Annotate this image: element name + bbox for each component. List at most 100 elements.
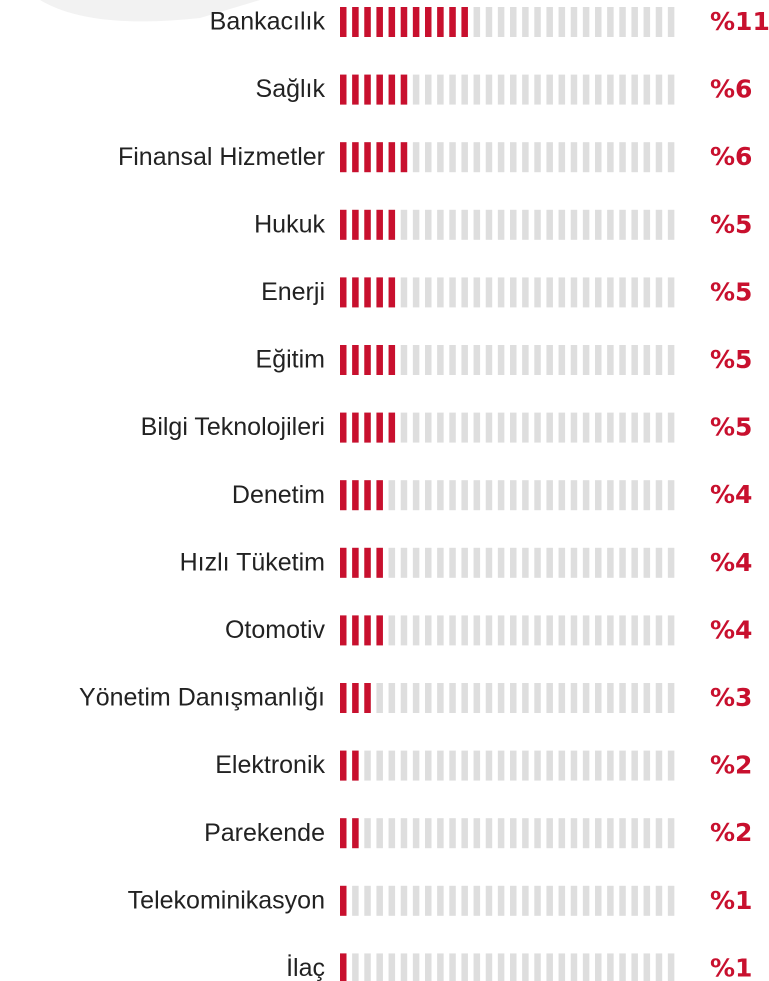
bar-track (340, 547, 675, 578)
track-segment (425, 750, 432, 781)
track-segment (570, 345, 578, 375)
track-segment (667, 615, 675, 646)
track-segment (534, 412, 541, 443)
track-segment (558, 74, 566, 105)
track-segment (510, 74, 517, 105)
bar-segment (340, 818, 347, 849)
track-segment (631, 412, 638, 443)
track-segment (619, 480, 626, 511)
track-segment (510, 547, 517, 578)
track-segment (546, 412, 553, 443)
bar-segment (364, 142, 371, 173)
track-segment (607, 683, 614, 713)
track-segment (667, 750, 675, 781)
bar-segment (461, 7, 468, 37)
value-label: %4 (710, 548, 752, 577)
track-segment (412, 750, 420, 781)
track-segment (473, 7, 481, 37)
bar-segment (376, 74, 383, 105)
track-segment (473, 142, 481, 173)
track-segment (449, 277, 456, 308)
track-segment (558, 480, 566, 511)
track-segment (619, 547, 626, 578)
bar (340, 547, 383, 578)
track-segment (461, 615, 468, 646)
category-label: Otomotiv (225, 616, 326, 644)
track-segment (582, 345, 590, 375)
track-segment (643, 953, 651, 981)
track-segment (643, 480, 651, 511)
bar-track (340, 615, 675, 646)
track-segment (619, 7, 626, 37)
value-label: %1 (710, 886, 752, 915)
decoration (40, 0, 260, 22)
track-segment (437, 547, 444, 578)
track-segment (655, 750, 663, 781)
track-segment (485, 142, 493, 173)
track-segment (534, 142, 541, 173)
track-segment (643, 750, 651, 781)
track-segment (619, 412, 626, 443)
track-segment (546, 74, 553, 105)
track-segment (582, 547, 590, 578)
track-segment (437, 412, 444, 443)
track-segment (522, 7, 529, 37)
track-segment (473, 818, 481, 849)
track-segment (497, 953, 505, 981)
track-segment (412, 683, 420, 713)
track-segment (522, 818, 529, 849)
track-segment (497, 683, 505, 713)
track-segment (595, 74, 602, 105)
track-segment (534, 74, 541, 105)
track-segment (412, 412, 420, 443)
track-segment (667, 547, 675, 578)
track-segment (461, 142, 468, 173)
track-segment (497, 74, 505, 105)
category-label: Yönetim Danışmanlığı (79, 684, 325, 712)
track-segment (437, 142, 444, 173)
bar-segment (376, 345, 383, 375)
track-segment (570, 547, 578, 578)
track-segment (631, 345, 638, 375)
track-segment (510, 7, 517, 37)
track-segment (582, 209, 590, 240)
track-segment (461, 885, 468, 916)
bar-segment (388, 74, 396, 105)
track-segment (595, 412, 602, 443)
track-segment (510, 750, 517, 781)
track-segment (425, 615, 432, 646)
track-segment (425, 683, 432, 713)
track-segment (352, 885, 359, 916)
track-segment (570, 480, 578, 511)
track-segment (473, 74, 481, 105)
track-segment (595, 480, 602, 511)
track-segment (643, 547, 651, 578)
category-label: İlaç (286, 953, 325, 981)
bar-segment (352, 683, 359, 713)
track-segment (667, 7, 675, 37)
track-segment (473, 885, 481, 916)
bar-segment (352, 480, 359, 511)
track-segment (631, 750, 638, 781)
track-segment (400, 547, 408, 578)
track-segment (449, 547, 456, 578)
bar (340, 7, 468, 37)
bar (340, 345, 396, 375)
bar-segment (352, 345, 359, 375)
track-segment (595, 885, 602, 916)
bar-segment (376, 142, 383, 173)
track-segment (437, 818, 444, 849)
track-segment (473, 480, 481, 511)
bar-segment (376, 209, 383, 240)
track-segment (667, 885, 675, 916)
track-segment (655, 818, 663, 849)
bar (340, 615, 383, 646)
value-label: %5 (710, 413, 752, 442)
bar (340, 277, 396, 308)
track-segment (667, 277, 675, 308)
track-segment (473, 750, 481, 781)
track-segment (595, 345, 602, 375)
bar-segment (364, 345, 371, 375)
track-segment (631, 683, 638, 713)
bar-segment (388, 412, 396, 443)
